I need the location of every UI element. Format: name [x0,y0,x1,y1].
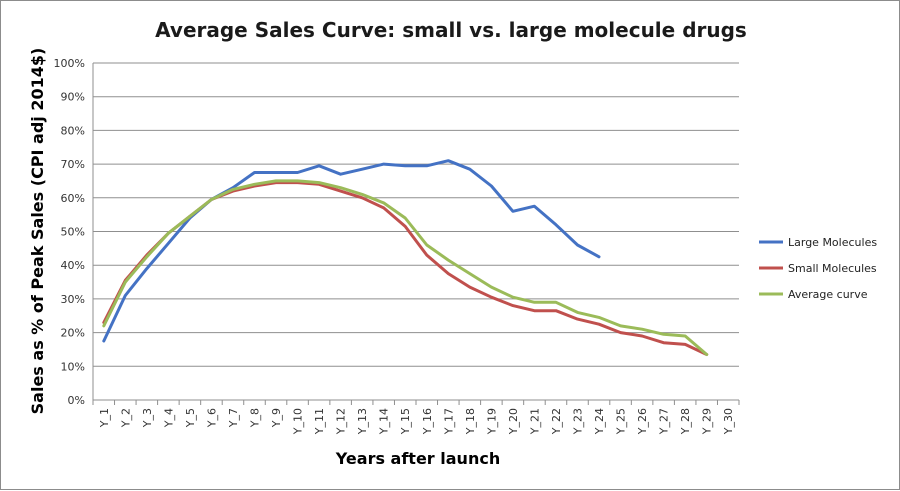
x-tick-label: Y_10 [292,408,305,435]
x-tick-label: Y_6 [205,408,218,428]
legend-label: Average curve [788,288,868,301]
x-tick-label: Y_2 [119,408,132,428]
x-tick-label: Y_9 [270,408,283,428]
x-tick-label: Y_11 [313,408,326,435]
y-tick-label: 40% [61,259,85,272]
x-tick-label: Y_22 [550,408,563,435]
x-tick-label: Y_29 [701,408,714,435]
y-tick-label: 50% [61,226,85,239]
x-tick-label: Y_3 [141,408,154,428]
x-tick-label: Y_25 [615,408,628,435]
series-line-1 [102,159,601,343]
x-tick-label: Y_7 [227,408,240,428]
x-tick-label: Y_13 [356,408,369,435]
y-tick-label: 10% [61,360,85,373]
y-axis-title: Sales as % of Peak Sales (CPI adj 2014$) [28,48,47,415]
x-tick-label: Y_23 [572,408,585,435]
series-lines [102,159,709,356]
series-line-2 [102,181,709,356]
chart-title: Average Sales Curve: small vs. large mol… [155,18,747,42]
x-tick-label: Y_26 [636,408,649,435]
x-tick-label: Y_28 [679,408,692,435]
x-tick-label: Y_12 [335,408,348,435]
x-tick-label: Y_20 [507,408,520,435]
legend-label: Large Molecules [788,236,877,249]
y-tick-label: 30% [61,293,85,306]
x-tick-label: Y_27 [658,408,671,435]
x-tick-label: Y_8 [249,408,262,428]
legend: Large Molecules Small Molecules Average cu… [759,236,877,301]
x-tick-label: Y_21 [528,408,541,435]
x-tick-label: Y_14 [378,408,391,435]
y-tick-label: 100% [54,57,85,70]
series-line-3 [102,179,709,356]
y-tick-label: 20% [61,327,85,340]
y-tick-label: 60% [61,192,85,205]
y-tick-label: 90% [61,91,85,104]
x-tick-label: Y_4 [162,408,175,428]
x-tick-label: Y_17 [442,408,455,435]
legend-label: Small Molecules [788,262,877,275]
tick-labels: 0% 10% 20% 30% 40% 50% 60% 70% 80% 90% 100% Y_1 Y_2 Y… [54,57,736,435]
x-tick-label: Y_18 [464,408,477,435]
x-tick-label: Y_30 [722,408,735,435]
axes [92,63,740,405]
y-tick-label: 0% [68,394,85,407]
x-tick-label: Y_15 [399,408,412,435]
x-tick-label: Y_24 [593,408,606,435]
x-tick-label: Y_19 [485,408,498,435]
x-axis-title: Years after launch [335,449,500,468]
x-tick-label: Y_16 [421,408,434,435]
x-tick-label: Y_5 [184,408,197,428]
y-tick-label: 70% [61,158,85,171]
x-tick-label: Y_1 [98,408,111,428]
y-tick-label: 80% [61,124,85,137]
